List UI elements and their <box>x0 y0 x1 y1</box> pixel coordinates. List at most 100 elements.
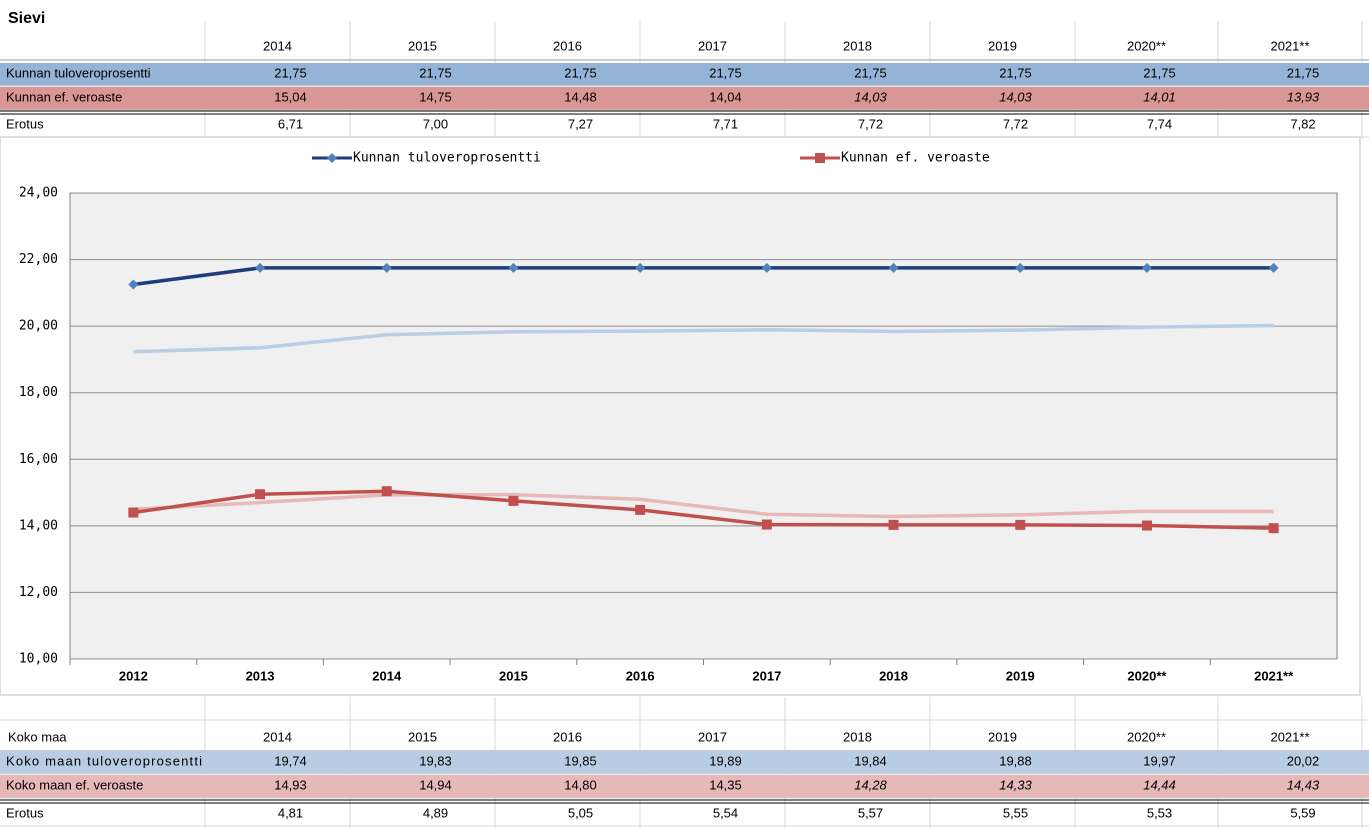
row-bg <box>0 87 1369 110</box>
cell-value: 14,80 <box>564 777 597 792</box>
y-tick-label: 24,00 <box>19 186 58 201</box>
row-bg <box>0 775 1369 798</box>
cell-value: 19,84 <box>854 753 887 768</box>
row-label: Erotus <box>6 805 44 820</box>
cell-value: 15,04 <box>274 89 307 104</box>
year-header: 2014 <box>263 38 292 53</box>
legend-marker <box>327 153 337 163</box>
x-tick-label: 2014 <box>372 668 402 683</box>
x-tick-label: 2015 <box>499 668 528 683</box>
x-tick-label: 2018 <box>879 668 908 683</box>
y-tick-label: 16,00 <box>19 452 58 467</box>
cell-value: 21,75 <box>709 65 742 80</box>
cell-value: 14,43 <box>1287 777 1320 792</box>
cell-value: 6,71 <box>278 116 303 131</box>
cell-value: 20,02 <box>1287 753 1320 768</box>
year-header: 2019 <box>988 38 1017 53</box>
marker <box>1268 523 1279 534</box>
series-line <box>133 492 1274 519</box>
cell-value: 5,55 <box>1003 805 1028 820</box>
cell-value: 4,89 <box>423 805 448 820</box>
cell-value: 14,01 <box>1143 89 1176 104</box>
year-header: 2015 <box>408 38 437 53</box>
cell-value: 7,82 <box>1290 116 1315 131</box>
cell-value: 7,27 <box>568 116 593 131</box>
cell-value: 21,75 <box>854 65 887 80</box>
y-tick-label: 18,00 <box>19 385 58 400</box>
marker <box>381 262 392 273</box>
cell-value: 7,74 <box>1147 116 1172 131</box>
year-header: 2017 <box>698 38 727 53</box>
cell-value: 19,74 <box>274 753 307 768</box>
year-header: 2014 <box>263 729 292 744</box>
marker <box>888 519 899 530</box>
series-line <box>133 489 1274 530</box>
cell-value: 19,88 <box>999 753 1032 768</box>
y-tick-label: 14,00 <box>19 518 58 533</box>
cell-value: 14,33 <box>999 777 1032 792</box>
year-header: 2016 <box>553 729 582 744</box>
year-header: 2019 <box>988 729 1017 744</box>
cell-value: 19,85 <box>564 753 597 768</box>
marker <box>381 486 392 497</box>
marker <box>1141 262 1152 273</box>
cell-value: 21,75 <box>564 65 597 80</box>
cell-value: 14,03 <box>999 89 1032 104</box>
row-bg <box>0 751 1369 774</box>
row-label: Koko maan ef. veroaste <box>6 777 143 792</box>
x-tick-label: 2017 <box>752 668 781 683</box>
year-header: 2018 <box>843 729 872 744</box>
year-header: 2020** <box>1127 729 1166 744</box>
cell-value: 5,05 <box>568 805 593 820</box>
x-tick-label: 2013 <box>246 668 275 683</box>
row-label: Kunnan tuloveroprosentti <box>6 65 151 80</box>
y-tick-label: 10,00 <box>19 652 58 667</box>
year-header: 2017 <box>698 729 727 744</box>
x-tick-label: 2019 <box>1006 668 1035 683</box>
legend-marker <box>815 153 825 163</box>
marker <box>635 504 646 515</box>
cell-value: 5,57 <box>858 805 883 820</box>
x-tick-label: 2012 <box>119 668 148 683</box>
y-tick-label: 22,00 <box>19 252 58 267</box>
marker <box>128 507 139 518</box>
cell-value: 14,44 <box>1143 777 1176 792</box>
cell-value: 7,72 <box>858 116 883 131</box>
year-header: 2015 <box>408 729 437 744</box>
cell-value: 19,97 <box>1143 753 1176 768</box>
marker <box>255 489 266 500</box>
cell-value: 5,54 <box>713 805 738 820</box>
cell-value: 14,94 <box>419 777 452 792</box>
marker <box>1268 262 1279 273</box>
marker <box>128 279 139 290</box>
cell-value: 21,75 <box>1287 65 1320 80</box>
cell-value: 21,75 <box>419 65 452 80</box>
cell-value: 14,04 <box>709 89 742 104</box>
row-bg <box>0 63 1369 86</box>
cell-value: 14,28 <box>854 777 887 792</box>
marker <box>761 262 772 273</box>
cell-value: 19,89 <box>709 753 742 768</box>
cell-value: 7,72 <box>1003 116 1028 131</box>
cell-value: 13,93 <box>1287 89 1320 104</box>
marker <box>508 262 519 273</box>
legend-label: Kunnan tuloveroprosentti <box>353 151 541 166</box>
x-tick-label: 2020** <box>1127 668 1167 683</box>
year-header: 2018 <box>843 38 872 53</box>
marker <box>761 519 772 530</box>
cell-value: 14,48 <box>564 89 597 104</box>
plot-area <box>69 192 1338 660</box>
marker <box>888 262 899 273</box>
year-header: 2021** <box>1270 729 1309 744</box>
cell-value: 14,35 <box>709 777 742 792</box>
x-tick-label: 2021** <box>1254 668 1294 683</box>
table-title: Koko maa <box>8 729 67 744</box>
y-tick-label: 12,00 <box>19 585 58 600</box>
y-tick-label: 20,00 <box>19 319 58 334</box>
row-label: Kunnan ef. veroaste <box>6 89 122 104</box>
marker <box>508 495 519 506</box>
series-line <box>133 323 1274 354</box>
cell-value: 5,53 <box>1147 805 1172 820</box>
cell-value: 19,83 <box>419 753 452 768</box>
